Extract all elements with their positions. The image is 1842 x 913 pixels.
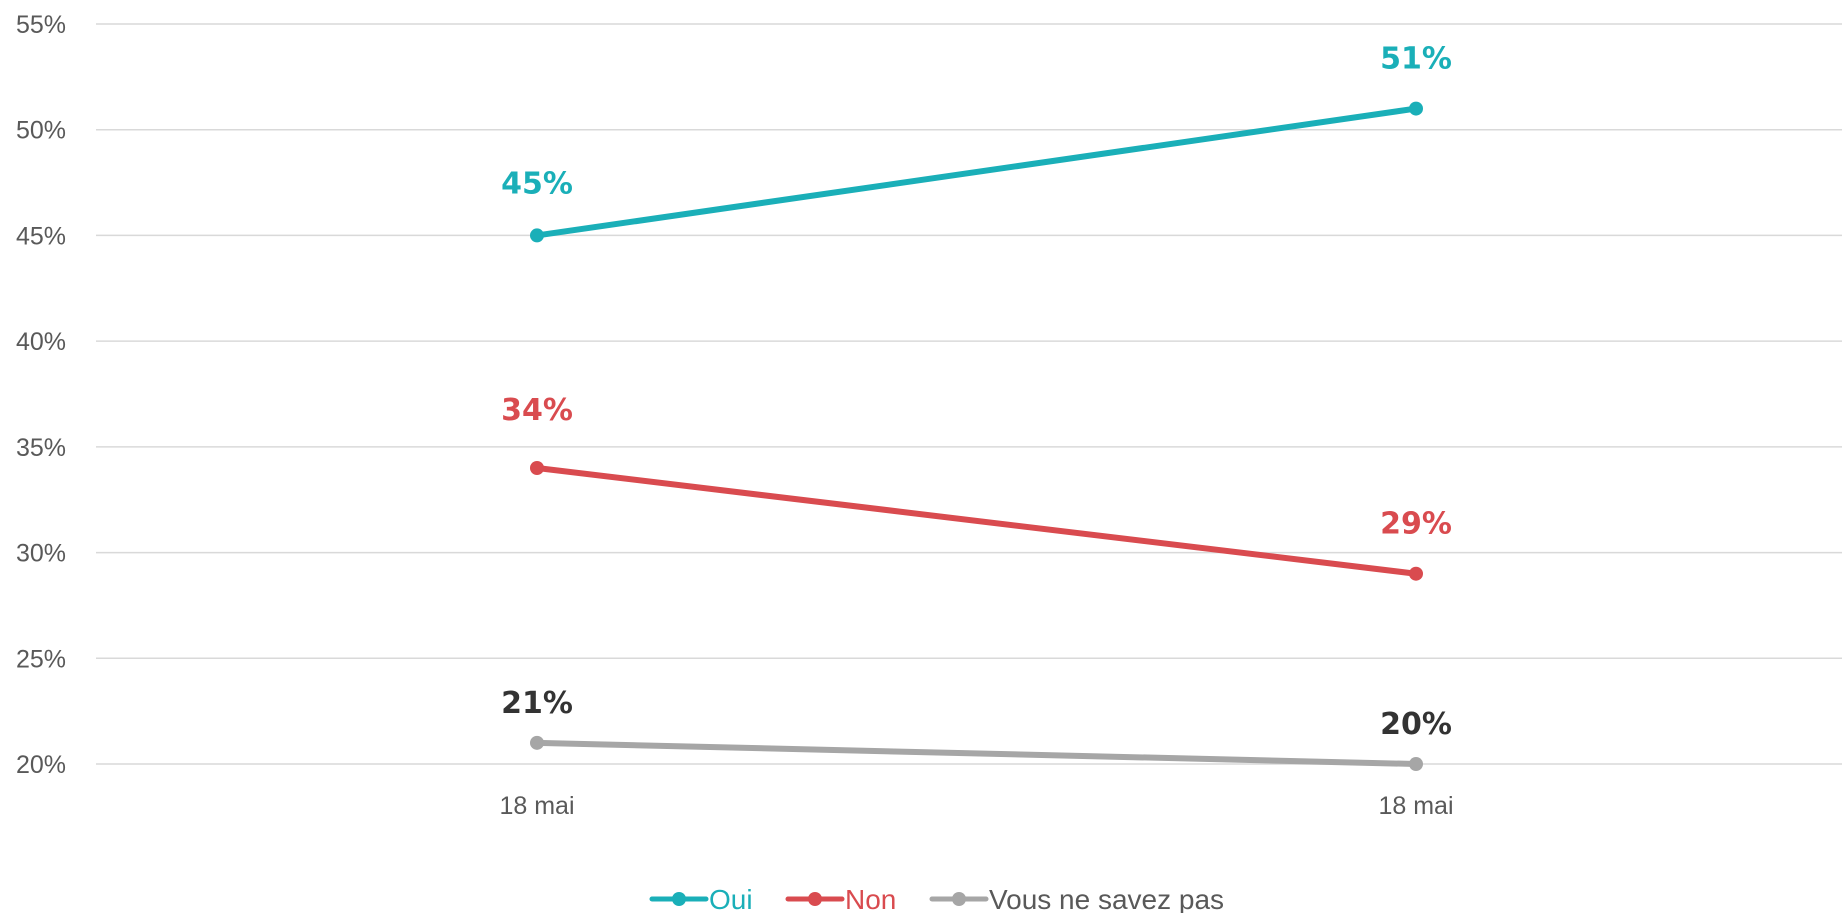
- y-tick-label: 50%: [16, 117, 66, 145]
- data-point: [530, 735, 544, 750]
- x-tick-label: 18 mai: [499, 792, 574, 820]
- y-axis-ticks: 20% 25% 30% 35% 40% 45% 50% 55%: [16, 11, 66, 779]
- legend-label: Vous ne savez pas: [989, 884, 1224, 913]
- legend-label: Oui: [709, 884, 753, 913]
- x-tick-label: 18 mai: [1378, 792, 1453, 820]
- data-label: 51%: [1380, 42, 1452, 77]
- data-point: [1409, 101, 1423, 116]
- y-tick-label: 40%: [16, 328, 66, 356]
- legend-label: Non: [845, 884, 896, 913]
- data-label: 45%: [501, 166, 573, 201]
- data-labels: 45% 51% 34% 29% 21% 20%: [501, 42, 1452, 742]
- x-axis-ticks: 18 mai 18 mai: [499, 792, 1453, 820]
- series-line-2: [534, 739, 1419, 767]
- series-line-0: [534, 105, 1419, 239]
- gridlines: [96, 23, 1842, 765]
- series-lines: [530, 101, 1423, 771]
- legend-marker: [672, 892, 686, 906]
- legend-marker: [808, 892, 822, 906]
- y-tick-label: 25%: [16, 645, 66, 673]
- data-point: [530, 461, 544, 475]
- y-tick-label: 55%: [16, 11, 66, 39]
- data-point: [530, 228, 544, 243]
- data-point: [1409, 757, 1423, 771]
- data-label: 21%: [501, 686, 573, 721]
- y-tick-label: 20%: [16, 751, 66, 779]
- series-line-1: [534, 465, 1419, 577]
- legend-marker: [952, 892, 966, 906]
- y-tick-label: 30%: [16, 540, 66, 568]
- data-label: 34%: [501, 393, 573, 428]
- legend: Oui Non Vous ne savez pas: [649, 884, 1224, 913]
- y-tick-label: 35%: [16, 434, 66, 462]
- data-label: 29%: [1380, 507, 1452, 542]
- data-point: [1409, 566, 1423, 581]
- data-label: 20%: [1380, 707, 1452, 742]
- y-tick-label: 45%: [16, 222, 66, 250]
